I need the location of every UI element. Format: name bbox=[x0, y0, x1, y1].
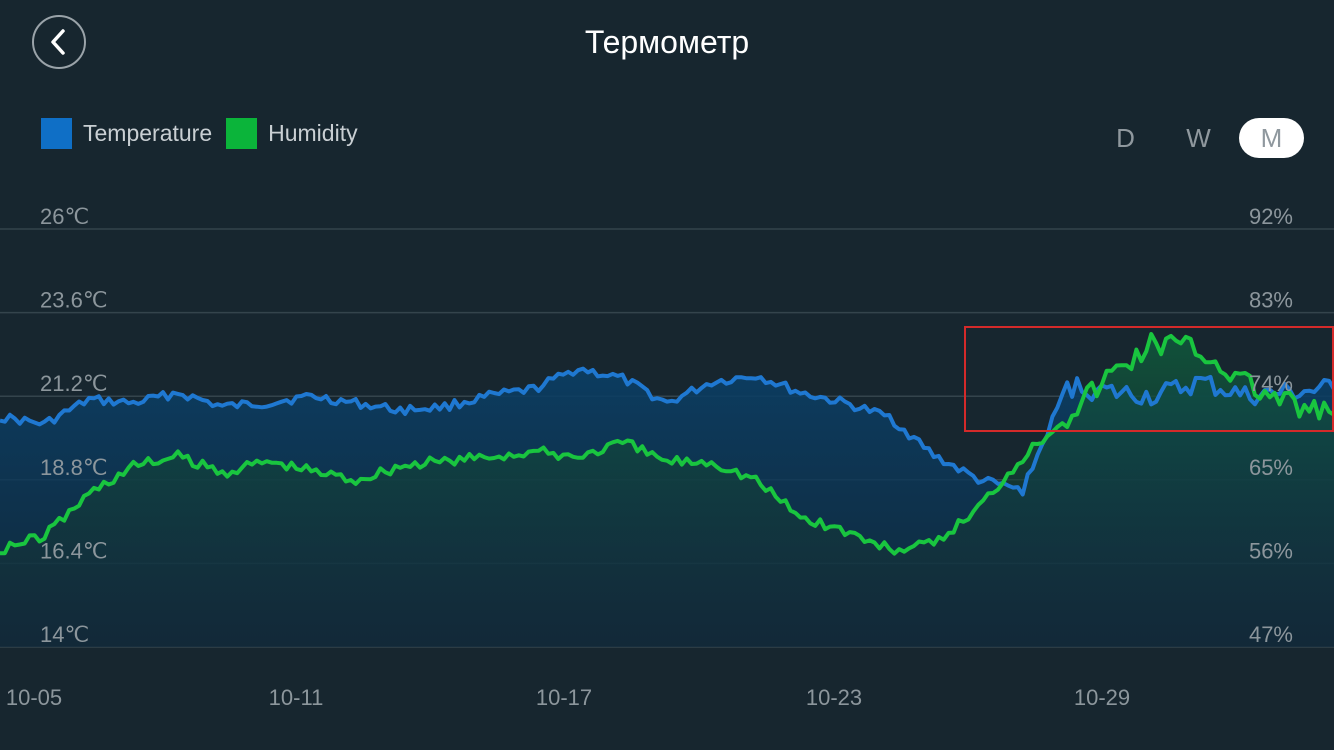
tab-month[interactable]: M bbox=[1239, 118, 1304, 158]
x-tick-label: 10-05 bbox=[6, 685, 62, 710]
temperature-swatch bbox=[41, 118, 72, 149]
line-layer bbox=[0, 332, 1334, 556]
page-title: Термометр bbox=[584, 24, 750, 60]
y-right-tick-label: 74% bbox=[1249, 371, 1293, 396]
y-left-tick-label: 26℃ bbox=[40, 204, 89, 229]
tab-day[interactable]: D bbox=[1116, 123, 1135, 153]
humidity-swatch bbox=[226, 118, 258, 149]
x-tick-label: 10-11 bbox=[269, 685, 324, 710]
y-right-tick-label: 83% bbox=[1249, 288, 1293, 313]
area-layer bbox=[0, 334, 1334, 647]
chart-legend: Temperature Humidity bbox=[41, 118, 372, 149]
x-tick-label: 10-23 bbox=[806, 685, 862, 710]
y-left-tick-label: 23.6℃ bbox=[40, 288, 108, 313]
humidity-area bbox=[0, 334, 1334, 647]
y-left-tick-label: 16.4℃ bbox=[40, 538, 108, 563]
y-right-tick-label: 65% bbox=[1249, 455, 1293, 480]
tab-week[interactable]: W bbox=[1186, 123, 1211, 153]
x-tick-label: 10-17 bbox=[536, 685, 592, 710]
legend-item-humidity: Humidity bbox=[226, 118, 358, 149]
highlight-box bbox=[964, 326, 1334, 432]
legend-label-temperature: Temperature bbox=[83, 120, 213, 146]
temperature-series-line bbox=[0, 366, 1334, 497]
range-tabs: D W M bbox=[1085, 118, 1304, 158]
legend-label-humidity: Humidity bbox=[268, 120, 358, 146]
legend-item-temperature: Temperature bbox=[41, 118, 212, 149]
y-left-tick-label: 14℃ bbox=[40, 622, 89, 647]
y-left-tick-label: 21.2℃ bbox=[40, 371, 108, 396]
y-right-tick-label: 92% bbox=[1249, 204, 1293, 229]
y-right-tick-label: 56% bbox=[1249, 538, 1293, 563]
x-tick-label: 10-29 bbox=[1074, 685, 1130, 710]
back-button[interactable] bbox=[32, 15, 86, 69]
y-right-tick-label: 47% bbox=[1249, 622, 1293, 647]
humidity-series-line bbox=[0, 332, 1334, 556]
axis-labels: 26℃ 92% 23.6℃ 83% 21.2℃ 74% 18.8℃ 65% 16.4℃ 56% 14… bbox=[6, 204, 1293, 710]
chevron-left-icon bbox=[51, 29, 65, 55]
y-left-tick-label: 18.8℃ bbox=[40, 455, 108, 480]
